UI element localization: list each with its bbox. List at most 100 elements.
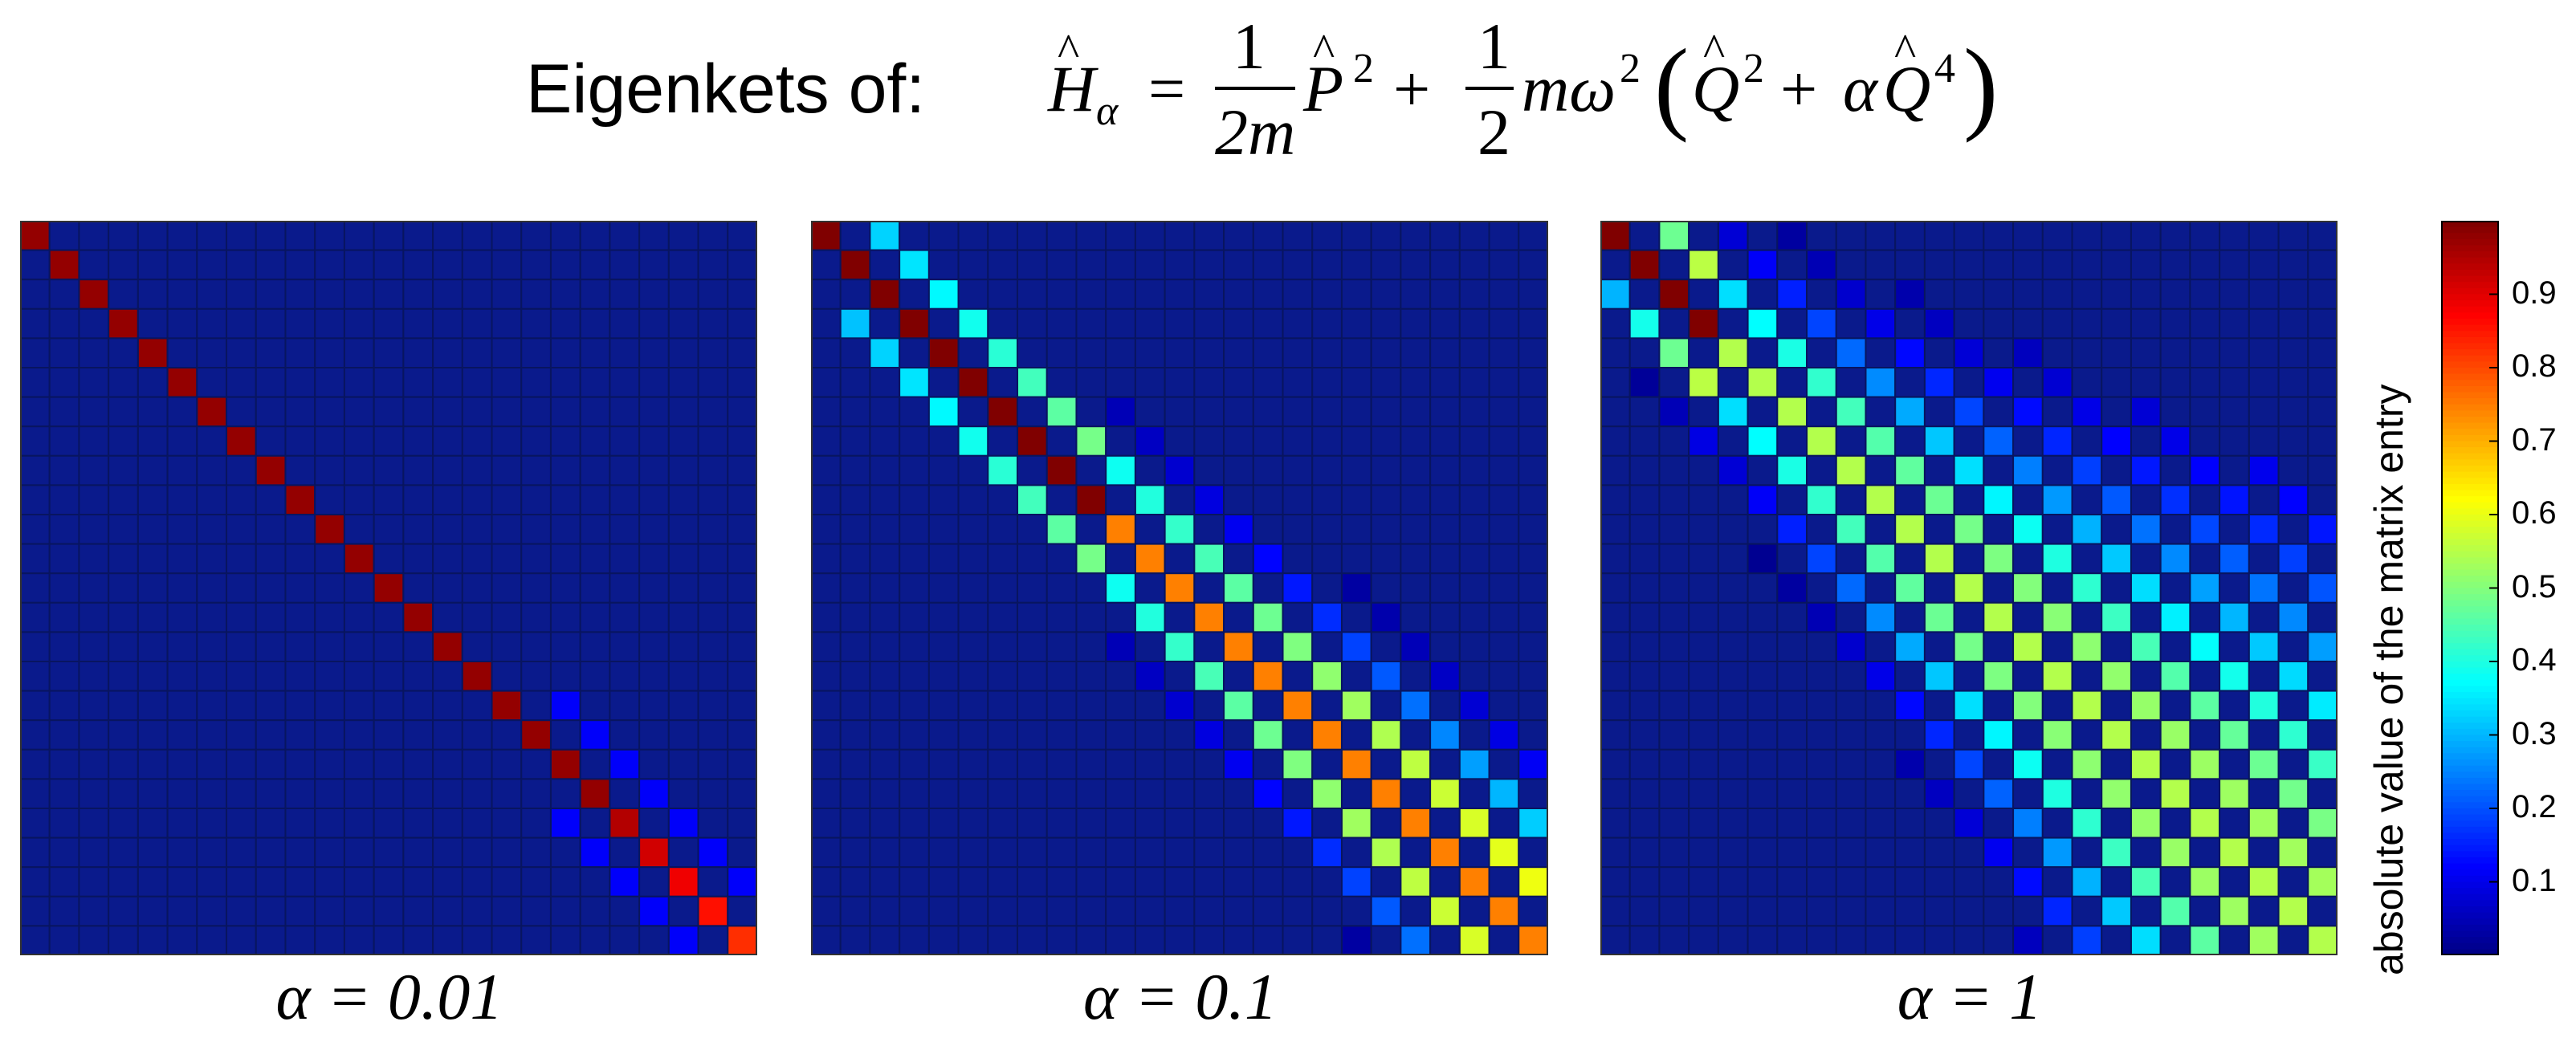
heatmap-cell	[1370, 866, 1402, 897]
heatmap-cell	[2012, 690, 2044, 722]
heatmap-cell	[1953, 661, 1985, 692]
heatmap-cell	[2101, 367, 2132, 398]
heatmap-cell	[2071, 425, 2103, 457]
heatmap-cell	[461, 748, 493, 780]
heatmap-cell	[1311, 514, 1343, 545]
heatmap-cell	[987, 221, 1019, 251]
heatmap-cell	[667, 279, 699, 310]
heatmap-cell	[255, 514, 287, 545]
heatmap-cell	[1045, 690, 1078, 722]
heatmap-cell	[869, 484, 901, 515]
heatmap-cell	[1429, 808, 1461, 839]
heatmap-cell	[1747, 836, 1779, 869]
heatmap-cell	[255, 425, 287, 457]
heatmap-cell	[432, 307, 463, 340]
heatmap-cell	[20, 808, 51, 839]
heatmap-cell	[1134, 808, 1166, 839]
heatmap-cell	[2159, 601, 2191, 633]
heatmap-cell	[1600, 279, 1631, 310]
colorbar-tick-label: 0.6	[2512, 495, 2557, 531]
heatmap-cell	[2219, 895, 2250, 927]
heatmap-cell	[1983, 484, 2015, 515]
heatmap-cell	[1894, 484, 1926, 515]
colorbar-segment	[2441, 324, 2499, 332]
heatmap-cell	[343, 337, 375, 368]
heatmap-cell	[1105, 367, 1136, 398]
heatmap-cell	[2012, 279, 2044, 310]
heatmap-cell	[1806, 454, 1837, 486]
heatmap-cell	[1628, 895, 1661, 927]
heatmap-cell	[1164, 337, 1196, 368]
heatmap-cell	[2159, 778, 2191, 810]
heatmap-cell	[1518, 778, 1548, 810]
colorbar-segment	[2441, 912, 2499, 920]
heatmap-cell	[1717, 514, 1749, 545]
heatmap-cell	[1458, 307, 1490, 340]
heatmap-cell	[314, 601, 345, 633]
colorbar-segment	[2441, 618, 2499, 626]
svg-text:Q: Q	[1692, 52, 1739, 125]
heatmap-cell	[1658, 543, 1690, 575]
heatmap-cell	[1835, 543, 1867, 575]
heatmap-cell	[2219, 367, 2250, 398]
heatmap-cell	[2189, 572, 2221, 604]
heatmap-cell	[2307, 454, 2338, 486]
heatmap-cell	[1282, 719, 1314, 751]
heatmap-cell	[638, 396, 670, 428]
heatmap-cell	[957, 601, 989, 633]
svg-text:2: 2	[1353, 46, 1374, 92]
heatmap-cell	[2041, 221, 2073, 251]
heatmap-cell	[2159, 543, 2191, 575]
heatmap-cell	[549, 690, 581, 722]
heatmap-cell	[432, 631, 463, 663]
heatmap-cell	[2071, 661, 2103, 692]
heatmap-cell	[1223, 249, 1254, 281]
heatmap-cell	[1600, 661, 1631, 692]
heatmap-cell	[1134, 484, 1166, 515]
heatmap-cell	[255, 367, 287, 398]
heatmap-cell	[2219, 631, 2250, 663]
heatmap-cell	[1311, 249, 1343, 281]
heatmap-cell	[727, 367, 757, 398]
heatmap-cell	[108, 836, 139, 869]
heatmap-cell	[2130, 895, 2162, 927]
heatmap-cell	[373, 719, 405, 751]
heatmap-cell	[284, 925, 316, 955]
heatmap-cell	[1075, 514, 1107, 545]
heatmap-cell	[1835, 808, 1867, 839]
heatmap-cell	[1835, 337, 1867, 368]
heatmap-cell	[1282, 748, 1314, 780]
heatmap-cell	[1193, 337, 1225, 368]
heatmap-cell	[20, 396, 51, 428]
heatmap-cell	[1923, 690, 1955, 722]
heatmap-cell	[1953, 631, 1985, 663]
heatmap-cell	[2189, 396, 2221, 428]
heatmap-cell	[432, 543, 463, 575]
svg-text:=: =	[1148, 52, 1185, 125]
heatmap-cell	[461, 601, 493, 633]
heatmap-cell	[1806, 866, 1837, 897]
heatmap-cell	[957, 748, 989, 780]
heatmap-cell	[2101, 748, 2132, 780]
heatmap-cell	[1017, 543, 1048, 575]
heatmap-cell	[373, 748, 405, 780]
heatmap-cell	[78, 895, 110, 927]
heatmap-cell	[78, 514, 110, 545]
heatmap-cell	[491, 690, 523, 722]
heatmap-cell	[314, 778, 345, 810]
heatmap-cell	[314, 836, 345, 869]
heatmap-cell	[2219, 925, 2250, 955]
heatmap-cell	[1923, 631, 1955, 663]
heatmap-cell	[2277, 661, 2309, 692]
colorbar-tick-label: 0.9	[2512, 275, 2557, 311]
heatmap-cell	[2159, 307, 2191, 340]
heatmap-cell	[1600, 631, 1631, 663]
heatmap-cell	[1311, 925, 1343, 955]
heatmap-cell	[2130, 866, 2162, 897]
heatmap-cell	[927, 690, 960, 722]
heatmap-cell	[1017, 454, 1048, 486]
heatmap-cell	[137, 719, 169, 751]
heatmap-cell	[957, 279, 989, 310]
heatmap-cell	[226, 249, 257, 281]
colorbar-segment	[2441, 496, 2499, 503]
